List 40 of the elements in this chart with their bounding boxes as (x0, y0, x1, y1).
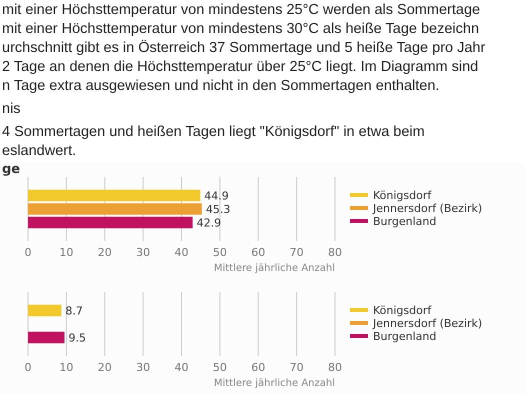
text: n Tage extra ausgewiesen und nicht in den Sommertagen enthalten. (2, 78, 440, 94)
x-tick-label: 0 (24, 361, 32, 374)
legend-label: Königsdorf (373, 304, 432, 317)
text: mit einer Höchsttemperatur von mindestens 30°C als heiße Tage bezeichn (2, 21, 480, 37)
legend-label: Jennersdorf (Bezirk) (372, 316, 482, 330)
data-label: 45.3 (206, 202, 230, 216)
x-tick-label: 80 (328, 246, 342, 260)
x-tick-label: 70 (290, 246, 304, 260)
x-tick-label: 10 (59, 246, 74, 260)
x-tick-label: 30 (136, 246, 150, 260)
x-tick-label: 50 (212, 246, 227, 260)
x-tick-label: 40 (174, 361, 188, 374)
x-tick-label: 10 (59, 361, 74, 374)
chart-title: ge (2, 162, 20, 177)
text: 4 Sommertagen und heißen Tagen liegt "Königsdorf" in etwa beim (2, 124, 425, 140)
text: urchschnitt gibt es in Österreich 37 Sommertage und 5 heiße Tage pro Jahr (2, 39, 486, 56)
x-tick-label: 80 (328, 361, 342, 374)
data-label: 9.5 (68, 331, 86, 344)
legend-label: Burgenland (373, 214, 436, 228)
data-label: 44.9 (204, 189, 229, 202)
legend-label: Burgenland (373, 330, 436, 343)
legend-label: Jennersdorf (Bezirk) (372, 202, 482, 215)
x-tick-label: 60 (251, 246, 266, 260)
data-label: 42.9 (196, 216, 222, 230)
text: mit einer Höchsttemperatur von mindestens 25°C werden als Sommertage (2, 2, 480, 18)
text: nis (2, 101, 21, 117)
legend-label: Königsdorf (373, 188, 432, 202)
text: eslandwert. (2, 143, 76, 159)
x-tick-label: 0 (24, 246, 32, 260)
x-tick-label: 50 (212, 361, 227, 374)
x-tick-label: 20 (98, 246, 112, 260)
x-axis-title: Mittlere jährliche Anzahl (214, 378, 335, 389)
x-tick-label: 30 (136, 361, 150, 374)
x-axis-title: Mittlere jährliche Anzahl (214, 263, 335, 274)
x-tick-label: 70 (290, 361, 304, 374)
x-tick-label: 60 (251, 361, 266, 374)
x-tick-label: 40 (174, 246, 188, 260)
data-label: 8.7 (65, 304, 83, 318)
text: 2 Tage an denen die Höchsttemperatur über 25°C liegt. Im Diagramm sind (2, 59, 478, 75)
x-tick-label: 20 (98, 361, 112, 374)
